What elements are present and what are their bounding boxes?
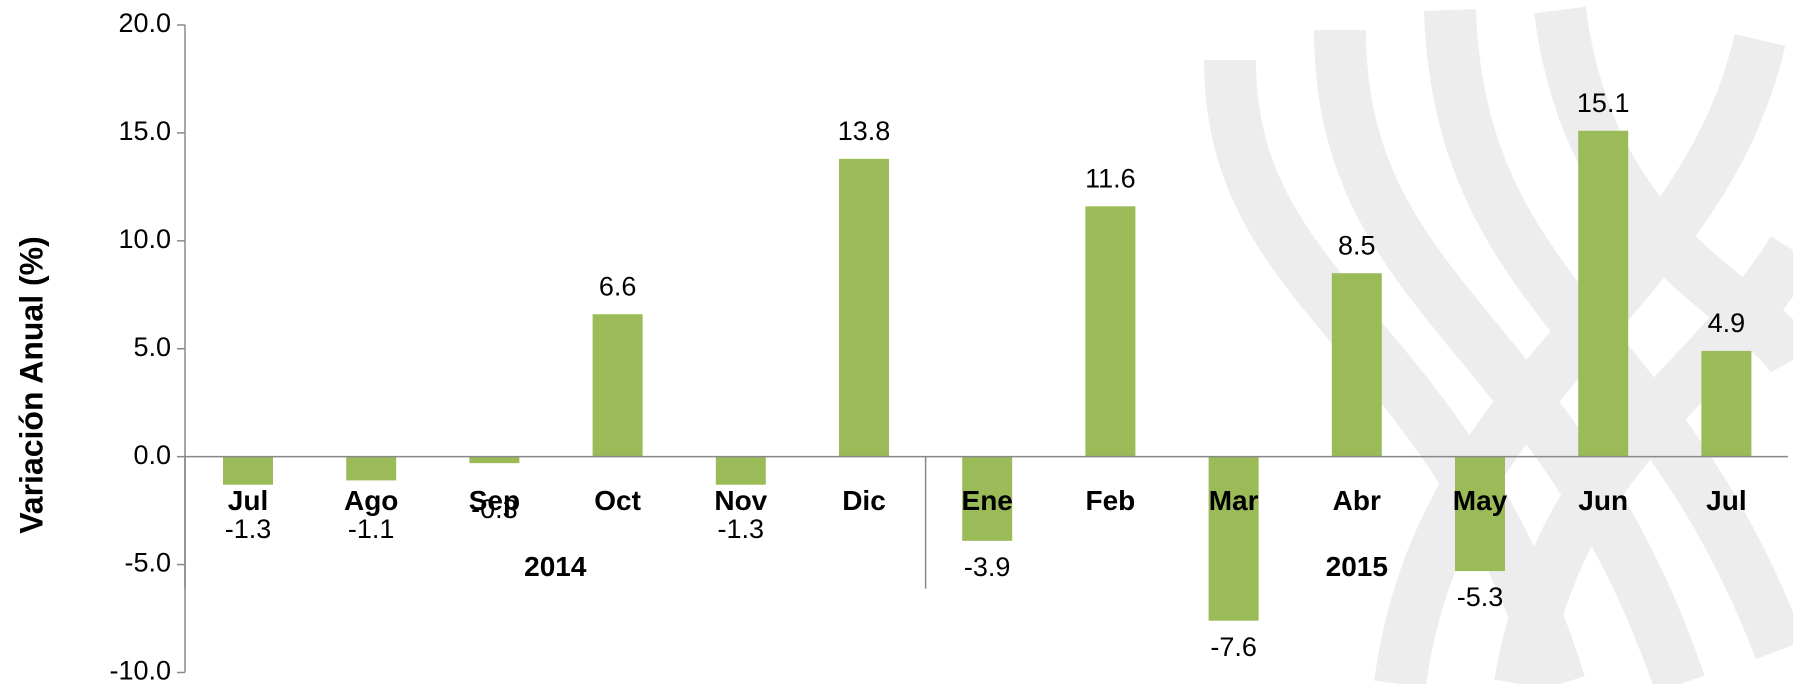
value-label: -1.1 bbox=[348, 514, 395, 544]
y-axis-label: Variación Anual (%) bbox=[13, 236, 49, 534]
group-label: 2015 bbox=[1326, 551, 1388, 582]
x-tick-label: Jul bbox=[228, 485, 268, 516]
value-label: 6.6 bbox=[599, 271, 637, 301]
group-label: 2014 bbox=[524, 551, 587, 582]
bar bbox=[346, 456, 397, 481]
x-tick-label: Nov bbox=[714, 485, 767, 516]
value-label: -1.3 bbox=[225, 514, 272, 544]
x-tick-label: Dic bbox=[842, 485, 886, 516]
bar bbox=[1701, 350, 1752, 457]
x-tick-label: Jun bbox=[1578, 485, 1628, 516]
x-tick-label: Feb bbox=[1086, 485, 1136, 516]
bar bbox=[1331, 273, 1382, 457]
bar bbox=[1208, 456, 1259, 621]
x-tick-label: Ene bbox=[962, 485, 1013, 516]
y-tick-label: 15.0 bbox=[118, 116, 171, 146]
y-tick-label: -10.0 bbox=[109, 656, 171, 684]
x-tick-label: Ago bbox=[344, 485, 398, 516]
value-label: 13.8 bbox=[838, 116, 891, 146]
value-label: -3.9 bbox=[964, 552, 1011, 582]
value-label: -1.3 bbox=[718, 514, 765, 544]
watermark bbox=[1204, 6, 1793, 684]
value-label: -7.6 bbox=[1210, 632, 1257, 662]
value-label: -5.3 bbox=[1457, 582, 1504, 612]
y-tick-label: 5.0 bbox=[133, 332, 171, 362]
x-tick-label: May bbox=[1453, 485, 1508, 516]
value-label: 15.1 bbox=[1577, 88, 1630, 118]
bar bbox=[223, 456, 273, 485]
bar bbox=[1578, 130, 1629, 457]
x-tick-label: Abr bbox=[1333, 485, 1381, 516]
bar bbox=[839, 158, 889, 457]
value-label: 8.5 bbox=[1338, 230, 1376, 260]
y-tick-label: 10.0 bbox=[118, 224, 171, 254]
x-tick-label: Mar bbox=[1209, 485, 1259, 516]
value-label: 11.6 bbox=[1085, 163, 1136, 193]
bar bbox=[715, 456, 766, 485]
x-tick-label: Oct bbox=[594, 485, 641, 516]
bar bbox=[1455, 456, 1505, 572]
y-tick-label: -5.0 bbox=[124, 548, 171, 578]
y-tick-label: 20.0 bbox=[118, 8, 171, 38]
y-tick-label: 0.0 bbox=[133, 440, 171, 470]
value-label: -0.3 bbox=[471, 494, 518, 524]
bar bbox=[592, 314, 643, 457]
bar bbox=[962, 456, 1013, 541]
value-label: 4.9 bbox=[1708, 308, 1746, 338]
x-tick-label: Sep bbox=[469, 485, 520, 516]
bar bbox=[1085, 206, 1136, 457]
x-tick-label: Jul bbox=[1706, 485, 1746, 516]
bar bbox=[469, 456, 520, 464]
